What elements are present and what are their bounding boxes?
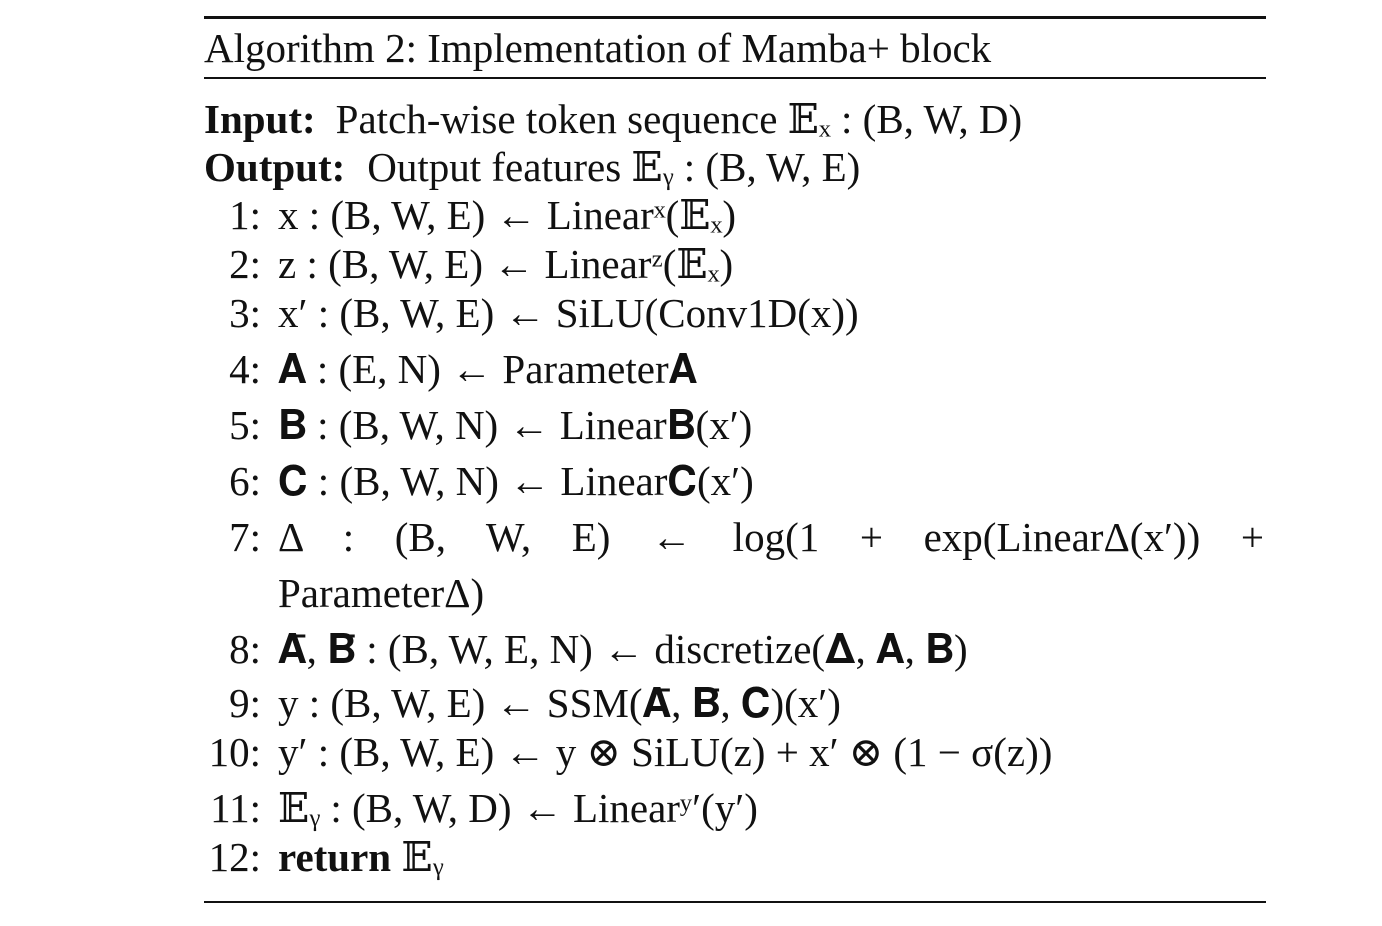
algorithm-caption: Algorithm 2: Implementation of Mamba+ bl… — [204, 25, 992, 71]
algorithm-line: 1: x : (B, W, E) ← Linearˣ(𝔼ₓ) — [204, 190, 1266, 240]
algorithm-line: 2: z : (B, W, E) ← Linearᶻ(𝔼ₓ) — [204, 239, 1266, 289]
top-rule — [204, 16, 1266, 19]
line-number: 2: — [229, 241, 261, 287]
algorithm-block: Algorithm 2: Implementation of Mamba+ bl… — [204, 16, 1266, 906]
line-number: 7: — [229, 514, 261, 560]
line-code: Δ : (B, W, E) ← log(1 + exp(LinearΔ(x′))… — [278, 514, 1264, 560]
line-code: x′ : (B, W, E) ← SiLU(Conv1D(x)) — [278, 290, 859, 336]
line-number: 9: — [229, 680, 261, 726]
algorithm-line: 3: x′ : (B, W, E) ← SiLU(Conv1D(x)) — [204, 288, 1266, 338]
algorithm-line: 11: 𝔼ᵧ : (B, W, D) ← Linearʸ′(y′) — [204, 783, 1266, 833]
line-code: 𝐁 : (B, W, N) ← Linear𝐁(x′) — [278, 402, 753, 448]
return-keyword: return — [278, 834, 392, 880]
line-code: z : (B, W, E) ← Linearᶻ(𝔼ₓ) — [278, 241, 734, 287]
line-number: 10: — [208, 729, 261, 775]
line-number: 4: — [229, 346, 261, 392]
line-number: 3: — [229, 290, 261, 336]
output-line: Output: Output features 𝔼ᵧ : (B, W, E) — [204, 142, 1266, 192]
algorithm-line: 5: 𝐁 : (B, W, N) ← Linear𝐁(x′) — [204, 400, 1266, 450]
input-label: Input: — [204, 96, 316, 142]
line-number: 8: — [229, 626, 261, 672]
algorithm-line: 9: y : (B, W, E) ← SSM(𝐀̄, 𝐁̄, 𝐂)(x′) — [204, 678, 1266, 728]
line-number: 6: — [229, 458, 261, 504]
line-code: 𝐂 : (B, W, N) ← Linear𝐂(x′) — [278, 458, 754, 504]
return-value: 𝔼ᵧ — [401, 834, 444, 880]
input-line: Input: Patch-wise token sequence 𝔼ₓ : (B,… — [204, 94, 1266, 144]
line-code: y : (B, W, E) ← SSM(𝐀̄, 𝐁̄, 𝐂)(x′) — [278, 680, 841, 726]
algorithm-line: 7: Δ : (B, W, E) ← log(1 + exp(LinearΔ(x… — [204, 512, 1266, 562]
line-code: 𝐀 : (E, N) ← Parameter𝐀 — [278, 346, 698, 392]
line-code: 𝔼ᵧ : (B, W, D) ← Linearʸ′(y′) — [278, 785, 758, 831]
algorithm-line-continuation: ParameterΔ) — [204, 568, 1266, 618]
bottom-rule — [204, 901, 1266, 903]
output-label: Output: — [204, 144, 346, 190]
output-text: Output features 𝔼ᵧ : (B, W, E) — [367, 144, 861, 190]
algorithm-line: 8: 𝐀̄, 𝐁̄ : (B, W, E, N) ← discretize(𝚫,… — [204, 624, 1266, 674]
line-code: return 𝔼ᵧ — [278, 832, 444, 882]
line-number: 12: — [208, 834, 261, 880]
input-text: Patch-wise token sequence 𝔼ₓ : (B, W, D) — [335, 96, 1023, 142]
line-code: x : (B, W, E) ← Linearˣ(𝔼ₓ) — [278, 192, 737, 238]
caption-rule — [204, 77, 1266, 79]
line-code: ParameterΔ) — [278, 570, 485, 616]
line-code: y′ : (B, W, E) ← y ⊗ SiLU(z) + x′ ⊗ (1 −… — [278, 729, 1053, 775]
line-number: 5: — [229, 402, 261, 448]
algorithm-line: 4: 𝐀 : (E, N) ← Parameter𝐀 — [204, 344, 1266, 394]
line-number: 1: — [229, 192, 261, 238]
line-code: 𝐀̄, 𝐁̄ : (B, W, E, N) ← discretize(𝚫, 𝐀,… — [278, 626, 968, 672]
algorithm-line: 10: y′ : (B, W, E) ← y ⊗ SiLU(z) + x′ ⊗ … — [204, 727, 1266, 777]
algorithm-line: 12: return 𝔼ᵧ — [204, 832, 1266, 882]
algorithm-line: 6: 𝐂 : (B, W, N) ← Linear𝐂(x′) — [204, 456, 1266, 506]
line-number: 11: — [210, 785, 261, 831]
